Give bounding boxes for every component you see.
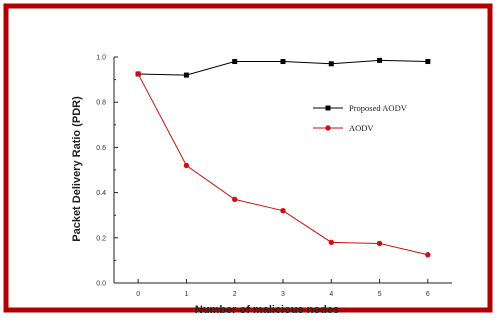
legend-label: AODV [349,123,374,133]
data-point [232,59,238,65]
data-point [328,61,334,67]
legend: Proposed AODV AODV [313,103,408,133]
series-layer [135,57,431,258]
x-tick-label: 4 [329,291,333,298]
axes: 0 1 2 3 4 5 6 0.0 0.2 0.4 0.6 0.8 1.0 [96,55,452,298]
data-point [376,240,383,247]
x-tick-label: 2 [233,291,237,298]
x-axis-label: Number of malicious nodes [195,304,339,316]
y-tick-label: 0.2 [96,235,106,242]
series-line-aodv [137,73,428,256]
data-point [328,239,334,246]
x-tick-label: 0 [136,291,140,298]
x-tick-label: 1 [184,291,188,298]
data-point [280,207,286,214]
data-point [377,57,383,63]
legend-marker [325,125,331,131]
x-tick-label: 3 [281,291,285,298]
y-tick-label: 0.8 [96,100,106,107]
data-point [232,196,238,203]
data-point [183,162,190,169]
y-tick-label: 0.6 [96,145,106,152]
y-axis-label: Packet Delivery Ratio (PDR) [71,96,83,242]
legend-label: Proposed AODV [349,103,408,113]
y-tick-label: 1.0 [96,55,106,62]
data-point [183,72,189,78]
data-point [135,71,141,77]
frame-border [3,3,493,313]
legend-marker [325,105,331,111]
data-point [280,59,286,65]
y-tick-label: 0.4 [96,190,106,197]
data-point [425,252,431,258]
x-tick-label: 5 [378,291,382,298]
y-tick-label: 0.0 [96,281,106,288]
x-tick-label: 6 [426,291,430,298]
data-point [425,59,431,65]
